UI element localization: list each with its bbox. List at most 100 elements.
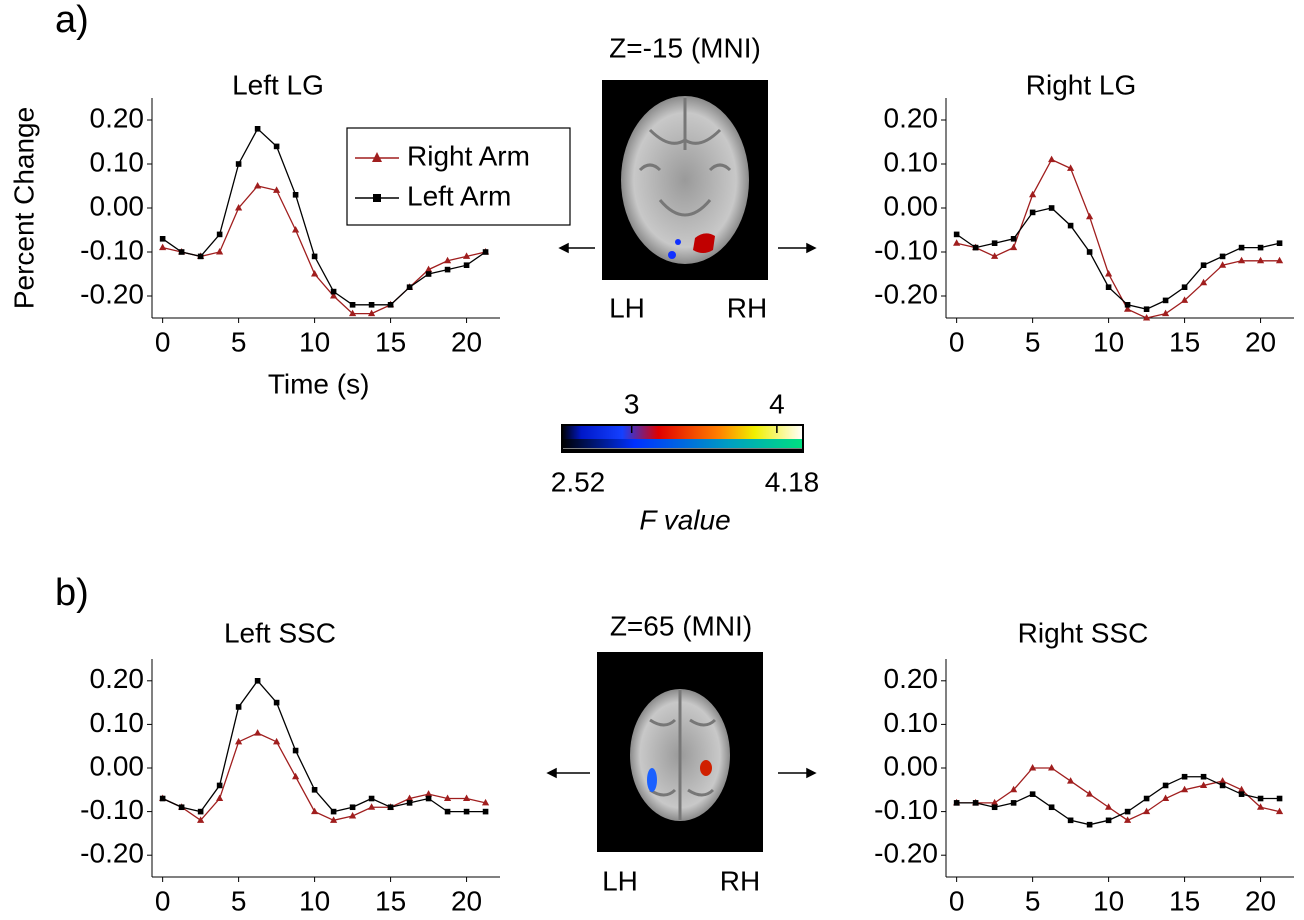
marker xyxy=(973,245,979,251)
marker xyxy=(483,809,489,815)
marker xyxy=(159,244,166,251)
marker xyxy=(217,783,223,789)
marker xyxy=(992,804,998,810)
marker xyxy=(1068,818,1074,824)
figure: a) b) Z=-15 (MNI) LH RH Z=65 (MNI) LH RH… xyxy=(0,0,1304,920)
y-tick-label: 0.20 xyxy=(884,102,939,133)
marker xyxy=(1086,213,1093,220)
marker xyxy=(954,232,960,238)
marker xyxy=(1087,822,1093,828)
y-tick-label: -0.10 xyxy=(80,234,144,265)
marker xyxy=(1276,257,1283,264)
marker xyxy=(311,270,318,277)
marker xyxy=(1182,774,1188,780)
marker xyxy=(954,800,960,806)
hemisphere-label: LH xyxy=(602,865,638,896)
marker xyxy=(992,240,998,246)
marker xyxy=(1030,791,1036,797)
x-tick-label: 15 xyxy=(1169,885,1200,916)
image-title: Z=-15 (MNI) xyxy=(609,32,761,63)
panel-label: b) xyxy=(55,572,89,614)
colorbar-tick-label: 4 xyxy=(769,388,785,419)
marker xyxy=(368,803,375,810)
marker xyxy=(1105,270,1112,277)
marker xyxy=(445,809,451,815)
marker xyxy=(369,796,375,802)
marker xyxy=(293,748,299,754)
series-line xyxy=(163,681,486,812)
marker xyxy=(1201,262,1207,268)
legend-label: Left Arm xyxy=(407,180,511,211)
marker xyxy=(1182,284,1188,290)
colorbar-limit: 4.18 xyxy=(765,466,820,497)
chart: Left LG0.200.100.00-0.10-0.2005101520Per… xyxy=(8,69,570,399)
x-tick-label: 5 xyxy=(231,326,247,357)
marker xyxy=(1011,236,1017,242)
marker xyxy=(1030,210,1036,216)
x-axis-label: Time (s) xyxy=(268,368,370,399)
chart: Right SSC0.200.100.00-0.10-0.2005101520 xyxy=(874,617,1294,916)
marker xyxy=(312,254,318,260)
x-tick-label: 0 xyxy=(155,326,171,357)
marker xyxy=(1011,800,1017,806)
y-tick-label: -0.10 xyxy=(874,794,938,825)
y-tick-label: 0.10 xyxy=(90,146,145,177)
y-tick-label: -0.20 xyxy=(80,278,144,309)
x-tick-label: 20 xyxy=(451,885,482,916)
marker xyxy=(274,144,280,150)
marker xyxy=(255,678,261,684)
marker xyxy=(1067,777,1074,784)
marker xyxy=(1257,257,1264,264)
marker xyxy=(331,289,337,295)
marker xyxy=(1048,764,1055,771)
panel-label: a) xyxy=(55,0,89,41)
marker xyxy=(1048,156,1055,163)
marker xyxy=(1239,791,1245,797)
marker xyxy=(464,262,470,268)
marker xyxy=(331,809,337,815)
x-tick-label: 10 xyxy=(299,326,330,357)
marker xyxy=(1029,764,1036,771)
series-line xyxy=(163,733,486,820)
marker xyxy=(293,192,299,198)
colorbar-tick-label: 3 xyxy=(624,388,640,419)
x-tick-label: 5 xyxy=(1025,885,1041,916)
marker xyxy=(1087,249,1093,255)
marker xyxy=(483,249,489,255)
colorbar-label: F value xyxy=(639,504,730,535)
x-tick-label: 5 xyxy=(1025,326,1041,357)
marker xyxy=(311,808,318,815)
marker xyxy=(216,248,223,255)
marker xyxy=(160,796,166,802)
x-tick-label: 10 xyxy=(1093,885,1124,916)
marker xyxy=(1220,254,1226,260)
marker xyxy=(1049,804,1055,810)
marker xyxy=(274,700,280,706)
marker xyxy=(1068,223,1074,229)
marker xyxy=(1010,244,1017,251)
marker xyxy=(1106,284,1112,290)
marker xyxy=(160,236,166,242)
y-tick-label: 0.20 xyxy=(90,102,145,133)
x-tick-label: 15 xyxy=(1169,326,1200,357)
marker xyxy=(1277,240,1283,246)
x-tick-label: 20 xyxy=(451,326,482,357)
marker xyxy=(463,795,470,802)
marker xyxy=(425,790,432,797)
legend: Right Arm Left Arm xyxy=(347,128,570,225)
marker xyxy=(198,809,204,815)
marker xyxy=(973,800,979,806)
x-tick-label: 15 xyxy=(375,326,406,357)
x-tick-label: 5 xyxy=(231,885,247,916)
marker xyxy=(1163,783,1169,789)
marker xyxy=(1277,796,1283,802)
brain-image xyxy=(597,652,763,852)
x-tick-label: 0 xyxy=(949,885,965,916)
y-tick-label: -0.10 xyxy=(80,794,144,825)
x-tick-label: 10 xyxy=(299,885,330,916)
legend-label: Right Arm xyxy=(407,140,530,171)
marker xyxy=(217,232,223,238)
marker xyxy=(179,804,185,810)
